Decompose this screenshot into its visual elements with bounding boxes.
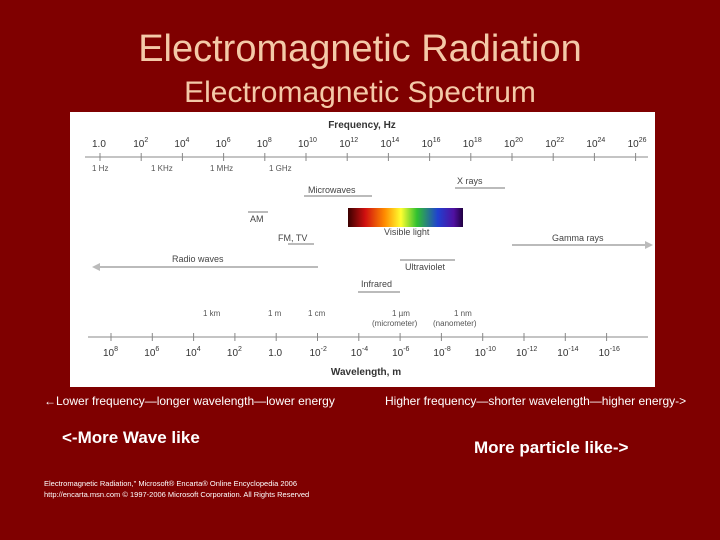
frequency-tick-label: 1018 xyxy=(463,137,482,150)
frequency-tick-label: 1016 xyxy=(422,137,441,150)
wavelength-tick-label: 104 xyxy=(186,346,201,359)
frequency-tick-label: 1012 xyxy=(339,137,358,150)
wavelength-unit-label: 1 nm xyxy=(454,309,472,318)
frequency-tick-label: 104 xyxy=(174,137,189,150)
radio-arrowhead xyxy=(92,263,100,271)
wavelength-unit-label: 1 cm xyxy=(308,309,326,318)
am-label: AM xyxy=(250,214,264,224)
frequency-unit-label: 1 MHz xyxy=(210,164,233,173)
citation: Electromagnetic Radiation," Microsoft® E… xyxy=(44,478,309,500)
frequency-tick-label: 106 xyxy=(216,137,231,150)
wavelength-unit-label: 1 m xyxy=(268,309,282,318)
wavelength-tick-label: 10-16 xyxy=(599,346,620,359)
frequency-tick-label: 1010 xyxy=(298,137,317,150)
x-rays-label: X rays xyxy=(457,176,483,186)
visible-light-band xyxy=(348,208,463,227)
slide-subtitle: Electromagnetic Spectrum xyxy=(184,76,536,109)
wavelength-axis-ticks xyxy=(110,333,608,341)
wavelength-unit-labels: 1 km 1 m 1 cm 1 µm 1 nm (micrometer) (nanomete… xyxy=(203,309,477,328)
wavelength-unit-label: 1 km xyxy=(203,309,221,318)
wavelength-tick-label: 1.0 xyxy=(268,348,282,359)
fm-tv-label: FM, TV xyxy=(278,233,307,243)
frequency-tick-label: 1022 xyxy=(545,137,564,150)
slide-title: Electromagnetic Radiation xyxy=(138,28,582,70)
radio-waves-label: Radio waves xyxy=(172,254,224,264)
frequency-tick-label: 1024 xyxy=(586,137,605,150)
frequency-tick-label: 102 xyxy=(133,137,148,150)
frequency-tick-labels: 1.0 102 104 106 108 1010 1012 1014 1016 1018 1020 1… xyxy=(92,137,647,150)
wavelength-tick-label: 10-8 xyxy=(433,346,450,359)
frequency-tick-label: 1.0 xyxy=(92,139,106,150)
wavelength-tick-label: 108 xyxy=(103,346,118,359)
wavelength-tick-label: 10-2 xyxy=(310,346,327,359)
frequency-unit-label: 1 KHz xyxy=(151,164,173,173)
wave-like-caption: <-More Wave like xyxy=(62,428,200,447)
citation-line-2: http://encarta.msn.com © 1997-2006 Micro… xyxy=(44,490,310,499)
frequency-axis-ticks xyxy=(99,153,637,161)
wavelength-unit-note: (micrometer) xyxy=(372,319,418,328)
frequency-tick-label: 108 xyxy=(257,137,272,150)
microwaves-label: Microwaves xyxy=(308,185,356,195)
wavelength-tick-labels: 108 106 104 102 1.0 10-2 10-4 10-6 10-8 10-10 10-1… xyxy=(103,346,620,359)
wavelength-tick-label: 106 xyxy=(144,346,159,359)
frequency-unit-labels: 1 Hz 1 KHz 1 MHz 1 GHz xyxy=(92,164,292,173)
infrared-label: Infrared xyxy=(361,279,392,289)
wavelength-tick-label: 10-14 xyxy=(557,346,578,359)
visible-light-label: Visible light xyxy=(384,227,430,237)
ultraviolet-label: Ultraviolet xyxy=(405,262,446,272)
wavelength-axis-title: Wavelength, m xyxy=(331,367,401,378)
frequency-axis-title: Frequency, Hz xyxy=(328,120,396,131)
wavelength-tick-label: 10-4 xyxy=(351,346,368,359)
wavelength-tick-label: 10-12 xyxy=(516,346,537,359)
wavelength-unit-label: 1 µm xyxy=(392,309,410,318)
gamma-arrowhead xyxy=(645,241,653,249)
wavelength-tick-label: 10-6 xyxy=(392,346,409,359)
higher-frequency-caption: Higher frequency—shorter wavelength—high… xyxy=(385,394,687,408)
wavelength-unit-note: (nanometer) xyxy=(433,319,477,328)
frequency-tick-label: 1020 xyxy=(504,137,523,150)
wavelength-tick-label: 102 xyxy=(227,346,242,359)
spectrum-diagram: Frequency, Hz 1.0 102 104 106 108 1010 1012 101… xyxy=(70,112,655,387)
citation-line-1: Electromagnetic Radiation," Microsoft® E… xyxy=(44,479,298,488)
frequency-unit-label: 1 Hz xyxy=(92,164,108,173)
frequency-tick-label: 1014 xyxy=(380,137,399,150)
spectrum-svg: Frequency, Hz 1.0 102 104 106 108 1010 1012 101… xyxy=(85,120,653,378)
frequency-tick-label: 1026 xyxy=(628,137,647,150)
frequency-unit-label: 1 GHz xyxy=(269,164,292,173)
lower-frequency-caption: ←Lower frequency—longer wavelength—lower… xyxy=(44,394,335,408)
gamma-rays-label: Gamma rays xyxy=(552,233,604,243)
particle-like-caption: More particle like-> xyxy=(474,438,629,457)
wavelength-tick-label: 10-10 xyxy=(475,346,496,359)
